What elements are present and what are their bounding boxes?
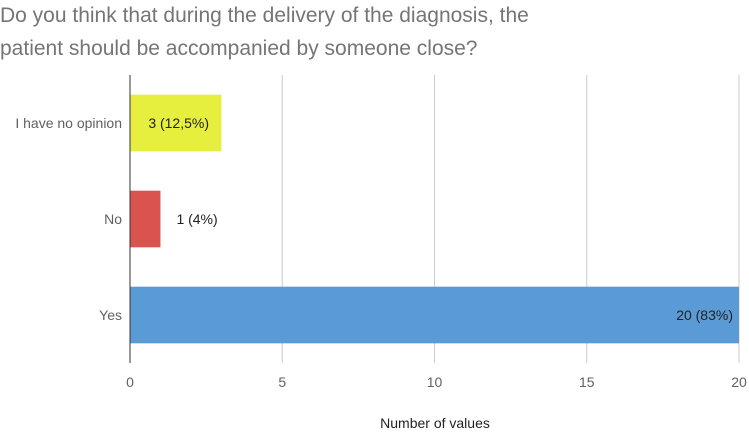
x-axis-title: Number of values xyxy=(380,415,490,431)
data-labels: 3 (12,5%) 1 (4%) 20 (83%) xyxy=(148,115,733,323)
category-label: No xyxy=(104,211,122,227)
x-tick-label: 10 xyxy=(427,374,443,390)
data-label: 20 (83%) xyxy=(676,307,733,323)
bar xyxy=(130,286,739,344)
x-tick-label: 5 xyxy=(278,374,286,390)
bar xyxy=(130,94,222,152)
x-tick-label: 20 xyxy=(731,374,747,390)
category-labels: I have no opinion No Yes xyxy=(15,115,122,323)
data-label: 3 (12,5%) xyxy=(148,115,209,131)
x-tick-label: 15 xyxy=(579,374,595,390)
data-label: 1 (4%) xyxy=(176,211,217,227)
category-label: Yes xyxy=(99,307,122,323)
chart-title: Do you think that during the delivery of… xyxy=(0,4,529,60)
x-tick-labels: 0 5 10 15 20 xyxy=(126,374,747,390)
bar xyxy=(130,190,161,248)
x-tick-label: 0 xyxy=(126,374,134,390)
category-label: I have no opinion xyxy=(15,115,122,131)
bars xyxy=(130,94,739,344)
chart-title-line-1: Do you think that during the delivery of… xyxy=(0,4,529,27)
chart-title-line-2: patient should be accompanied by someone… xyxy=(0,37,477,60)
